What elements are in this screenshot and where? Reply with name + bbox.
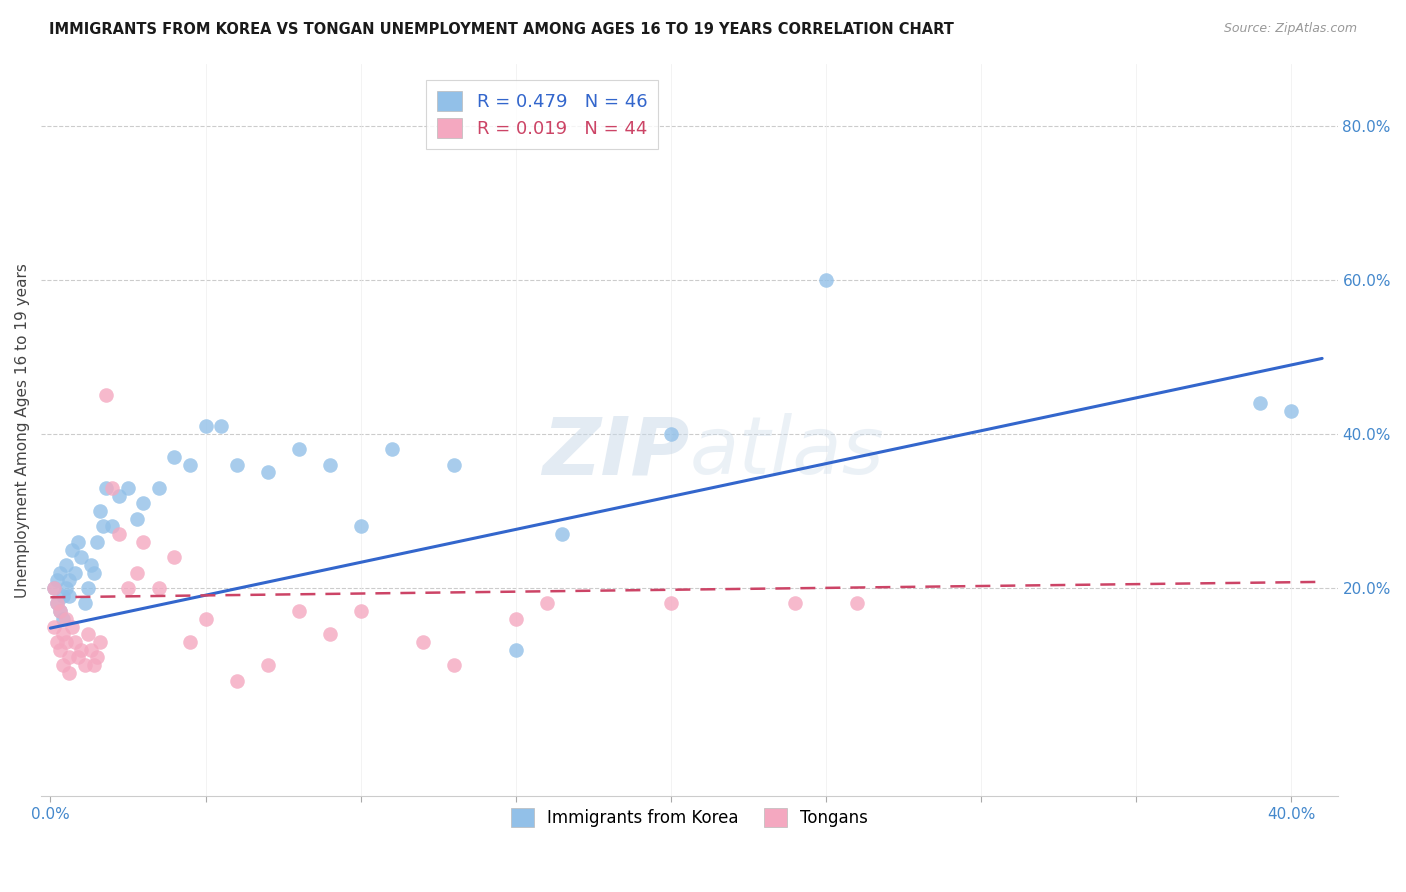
Point: [80, 642, 103, 657]
Point: [318, 627, 340, 641]
Point: [86, 534, 108, 549]
Point: [55, 581, 77, 595]
Point: [48, 642, 70, 657]
Point: [163, 550, 186, 565]
Point: [381, 442, 404, 457]
Point: [70, 550, 93, 565]
Point: [45, 597, 67, 611]
Point: [132, 496, 155, 510]
Point: [86, 650, 108, 665]
Point: [60, 542, 83, 557]
Point: [443, 458, 465, 472]
Point: [67, 650, 90, 665]
Point: [45, 574, 67, 588]
Text: atlas: atlas: [689, 413, 884, 491]
Point: [536, 597, 558, 611]
Point: [287, 442, 309, 457]
Point: [505, 642, 527, 657]
Point: [505, 612, 527, 626]
Point: [132, 534, 155, 549]
Y-axis label: Unemployment Among Ages 16 to 19 years: Unemployment Among Ages 16 to 19 years: [15, 262, 30, 598]
Point: [349, 519, 371, 533]
Point: [209, 419, 232, 434]
Text: ZIP: ZIP: [541, 413, 689, 491]
Point: [89, 635, 111, 649]
Point: [148, 481, 170, 495]
Point: [194, 419, 217, 434]
Point: [73, 658, 96, 673]
Text: Source: ZipAtlas.com: Source: ZipAtlas.com: [1223, 22, 1357, 36]
Point: [127, 511, 149, 525]
Point: [551, 527, 574, 541]
Point: [1279, 404, 1302, 418]
Point: [45, 635, 67, 649]
Point: [179, 635, 201, 649]
Point: [225, 673, 247, 688]
Point: [60, 619, 83, 633]
Point: [42, 619, 65, 633]
Point: [148, 581, 170, 595]
Point: [70, 642, 93, 657]
Point: [45, 597, 67, 611]
Point: [48, 604, 70, 618]
Point: [58, 650, 80, 665]
Point: [76, 581, 98, 595]
Point: [42, 581, 65, 595]
Point: [443, 658, 465, 673]
Point: [1249, 396, 1271, 410]
Point: [101, 519, 124, 533]
Point: [58, 589, 80, 603]
Point: [55, 612, 77, 626]
Point: [127, 566, 149, 580]
Text: IMMIGRANTS FROM KOREA VS TONGAN UNEMPLOYMENT AMONG AGES 16 TO 19 YEARS CORRELATI: IMMIGRANTS FROM KOREA VS TONGAN UNEMPLOY…: [49, 22, 955, 37]
Point: [107, 489, 129, 503]
Point: [83, 566, 105, 580]
Point: [65, 635, 87, 649]
Point: [659, 597, 682, 611]
Point: [96, 388, 118, 402]
Point: [83, 658, 105, 673]
Point: [412, 635, 434, 649]
Point: [814, 273, 837, 287]
Point: [91, 519, 114, 533]
Point: [48, 604, 70, 618]
Point: [659, 426, 682, 441]
Point: [73, 597, 96, 611]
Legend: Immigrants from Korea, Tongans: Immigrants from Korea, Tongans: [502, 800, 876, 835]
Point: [52, 612, 75, 626]
Point: [65, 566, 87, 580]
Point: [48, 566, 70, 580]
Point: [194, 612, 217, 626]
Point: [58, 665, 80, 680]
Point: [52, 589, 75, 603]
Point: [58, 574, 80, 588]
Point: [55, 558, 77, 572]
Point: [179, 458, 201, 472]
Point: [52, 627, 75, 641]
Point: [256, 658, 278, 673]
Point: [89, 504, 111, 518]
Point: [117, 481, 139, 495]
Point: [318, 458, 340, 472]
Point: [163, 450, 186, 464]
Point: [80, 558, 103, 572]
Point: [225, 458, 247, 472]
Point: [52, 658, 75, 673]
Point: [287, 604, 309, 618]
Point: [117, 581, 139, 595]
Point: [349, 604, 371, 618]
Point: [107, 527, 129, 541]
Point: [96, 481, 118, 495]
Point: [42, 581, 65, 595]
Point: [76, 627, 98, 641]
Point: [783, 597, 806, 611]
Point: [845, 597, 868, 611]
Point: [55, 635, 77, 649]
Point: [256, 466, 278, 480]
Point: [67, 534, 90, 549]
Point: [101, 481, 124, 495]
